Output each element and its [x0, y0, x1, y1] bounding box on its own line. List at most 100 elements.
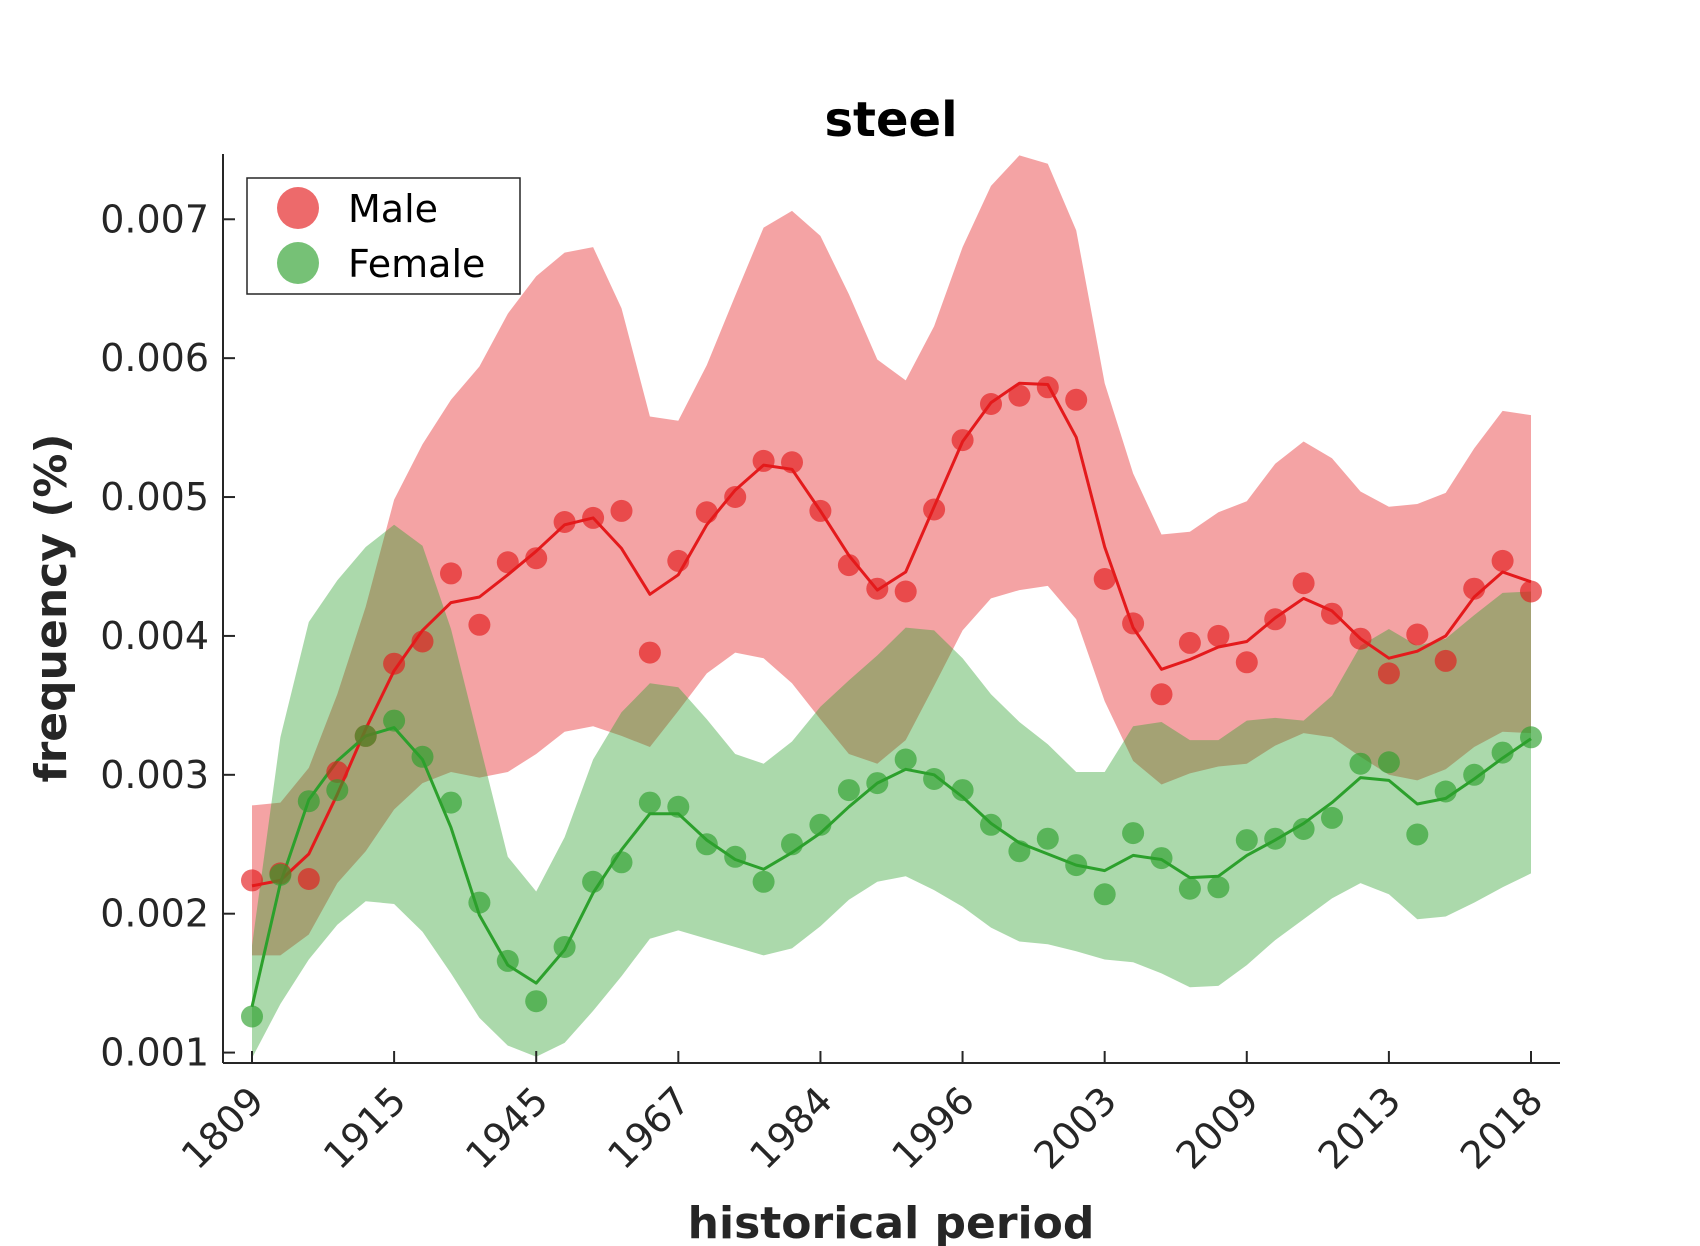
point-female [525, 990, 548, 1013]
point-male [383, 652, 406, 675]
point-male [1463, 577, 1486, 600]
point-male [1008, 384, 1031, 407]
point-male [695, 501, 718, 524]
point-male [468, 613, 491, 636]
point-female [752, 870, 775, 893]
point-male [1377, 662, 1400, 685]
point-male [411, 630, 434, 653]
point-male [781, 451, 803, 474]
legend-marker-male [277, 187, 319, 229]
point-female [1235, 829, 1258, 852]
y-tick-label: 0.003 [100, 753, 209, 797]
point-male [724, 486, 747, 508]
point-male [1321, 602, 1343, 625]
x-tick-label: 1967 [599, 1078, 699, 1178]
trend-lines [250, 381, 1532, 1008]
point-female [638, 791, 661, 814]
point-female [1349, 752, 1372, 775]
point-female [241, 1005, 263, 1028]
point-female [496, 949, 519, 972]
point-female [610, 851, 633, 874]
point-male [894, 580, 917, 603]
point-female [1321, 806, 1343, 829]
point-female [1065, 854, 1088, 877]
point-male [837, 554, 860, 577]
point-male [553, 511, 576, 533]
point-female [582, 870, 605, 893]
legend-marker-female [277, 242, 319, 284]
data-points [241, 376, 1542, 1028]
confidence-bands [252, 155, 1531, 1059]
point-male [241, 869, 263, 892]
y-tick-label: 0.005 [100, 475, 209, 519]
y-tick-label: 0.001 [100, 1031, 209, 1075]
point-female [383, 709, 406, 732]
x-ticks: 1809 1915 1945 1967 1984 1996 2003 2009 2013 2018 [173, 1051, 1551, 1178]
point-male [980, 393, 1002, 415]
point-male [525, 547, 548, 570]
point-male [440, 562, 462, 585]
point-female [1264, 827, 1287, 850]
y-tick-label: 0.004 [100, 614, 209, 658]
x-tick-label: 1915 [315, 1078, 415, 1178]
y-axis-title: frequency (%) [26, 433, 77, 782]
legend-label-male: Male [348, 187, 438, 231]
y-ticks: 0.001 0.002 0.003 0.004 0.005 0.006 0.007 [100, 197, 235, 1075]
point-male [1292, 572, 1315, 595]
point-male [1150, 683, 1173, 706]
point-male [1235, 651, 1258, 674]
point-male [1406, 623, 1429, 646]
point-male [1093, 568, 1116, 590]
trend-line-male [251, 381, 1532, 888]
point-female [468, 891, 491, 914]
point-male [1491, 549, 1514, 572]
point-female [923, 768, 946, 790]
point-female [1008, 840, 1031, 863]
point-male [866, 577, 889, 600]
point-female [781, 833, 803, 856]
point-female [695, 833, 718, 856]
point-female [1292, 818, 1315, 840]
point-male [297, 868, 320, 890]
point-female [326, 779, 349, 802]
point-female [1491, 741, 1514, 764]
point-female [1178, 877, 1201, 900]
point-female [440, 791, 462, 814]
point-male [638, 641, 661, 664]
point-female [837, 779, 860, 802]
point-male [809, 499, 832, 522]
point-female [667, 795, 690, 818]
point-male [752, 449, 775, 472]
point-male [1178, 631, 1201, 654]
legend: Male Female [246, 177, 521, 295]
point-female [980, 813, 1002, 836]
point-female [269, 863, 292, 886]
point-male [496, 551, 519, 574]
point-male [1036, 376, 1059, 399]
point-male [610, 499, 633, 522]
point-female [866, 772, 889, 795]
point-female [1520, 726, 1542, 749]
x-tick-label: 2013 [1310, 1078, 1410, 1178]
point-female [951, 779, 974, 802]
x-tick-label: 1809 [173, 1078, 273, 1178]
point-female [1406, 823, 1429, 846]
point-female [724, 845, 747, 868]
point-female [809, 813, 832, 836]
point-female [1377, 751, 1400, 774]
point-male [1349, 627, 1372, 650]
point-female [553, 936, 576, 958]
x-tick-label: 2009 [1168, 1078, 1268, 1178]
point-male [951, 429, 974, 452]
point-male [1207, 624, 1230, 647]
point-female [411, 745, 434, 768]
point-female [1093, 883, 1116, 906]
band-male [252, 155, 1531, 956]
chart-title: steel [824, 92, 957, 148]
point-female [354, 724, 377, 747]
legend-label-female: Female [348, 242, 485, 286]
y-tick-label: 0.006 [100, 336, 209, 380]
point-female [1434, 780, 1457, 803]
